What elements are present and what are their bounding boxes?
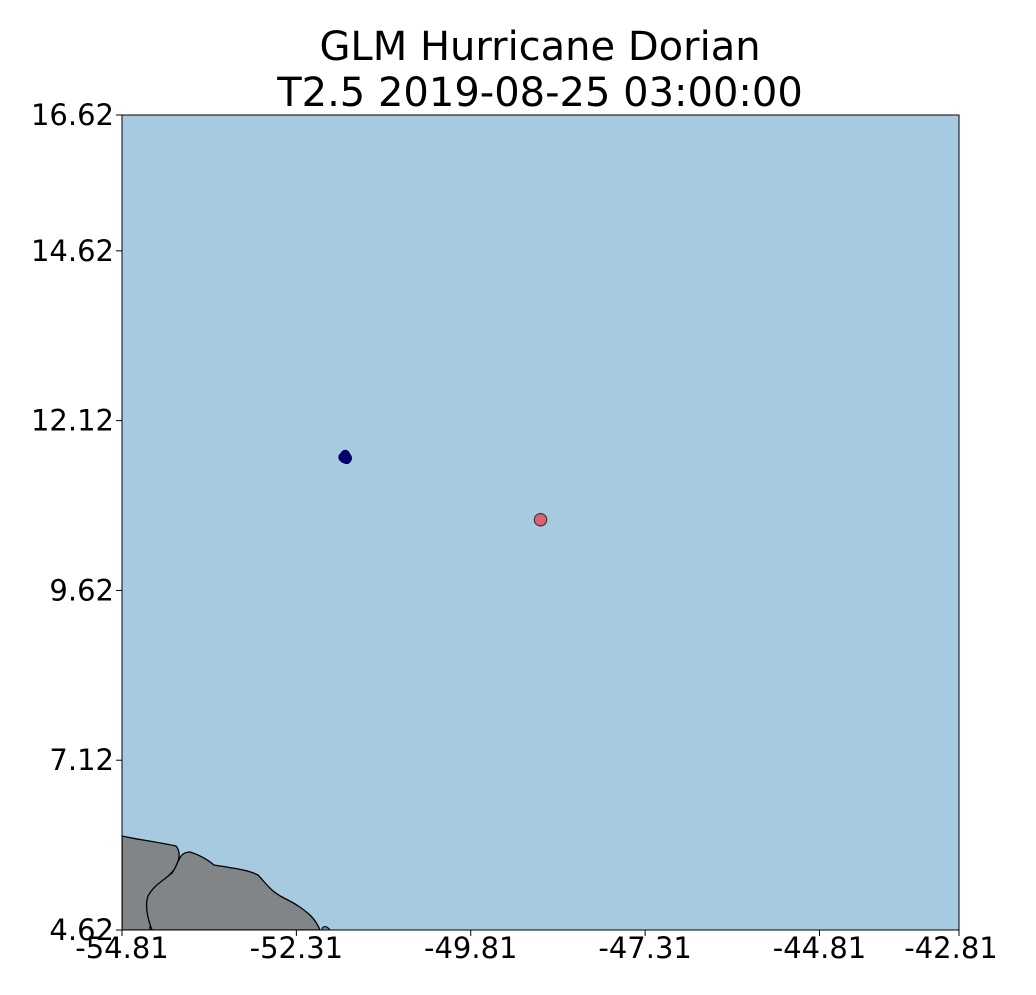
lightning-point-6 <box>341 454 352 465</box>
land-layer <box>122 835 331 930</box>
land-mass-east <box>145 851 321 930</box>
y-tick-label: 16.62 <box>31 98 114 132</box>
x-tick-label: -52.31 <box>250 931 344 965</box>
y-tick-label: 7.12 <box>49 743 114 777</box>
plot-frame <box>121 114 960 931</box>
y-tick-label: 4.62 <box>49 913 114 947</box>
x-tick-label: -44.81 <box>773 931 867 965</box>
y-tick-label: 14.62 <box>31 234 114 268</box>
map-title-line-1: GLM Hurricane Dorian <box>319 24 761 70</box>
x-tick-label: -49.81 <box>424 931 518 965</box>
x-tick-label: -54.81 <box>75 931 169 965</box>
x-tick-label: -42.81 <box>904 931 998 965</box>
y-axis: 16.62 14.62 12.12 9.62 7.12 4.62 <box>31 98 122 947</box>
map-title-line-2: T2.5 2019-08-25 03:00:00 <box>277 70 803 116</box>
lightning-cluster <box>338 449 353 465</box>
x-axis: -54.81 -52.31 -49.81 -47.31 -44.81 -42.81 <box>75 930 998 965</box>
y-tick-label: 12.12 <box>31 404 114 438</box>
storm-center-marker <box>533 513 548 527</box>
y-tick-label: 9.62 <box>49 573 114 607</box>
x-tick-label: -47.31 <box>598 931 692 965</box>
